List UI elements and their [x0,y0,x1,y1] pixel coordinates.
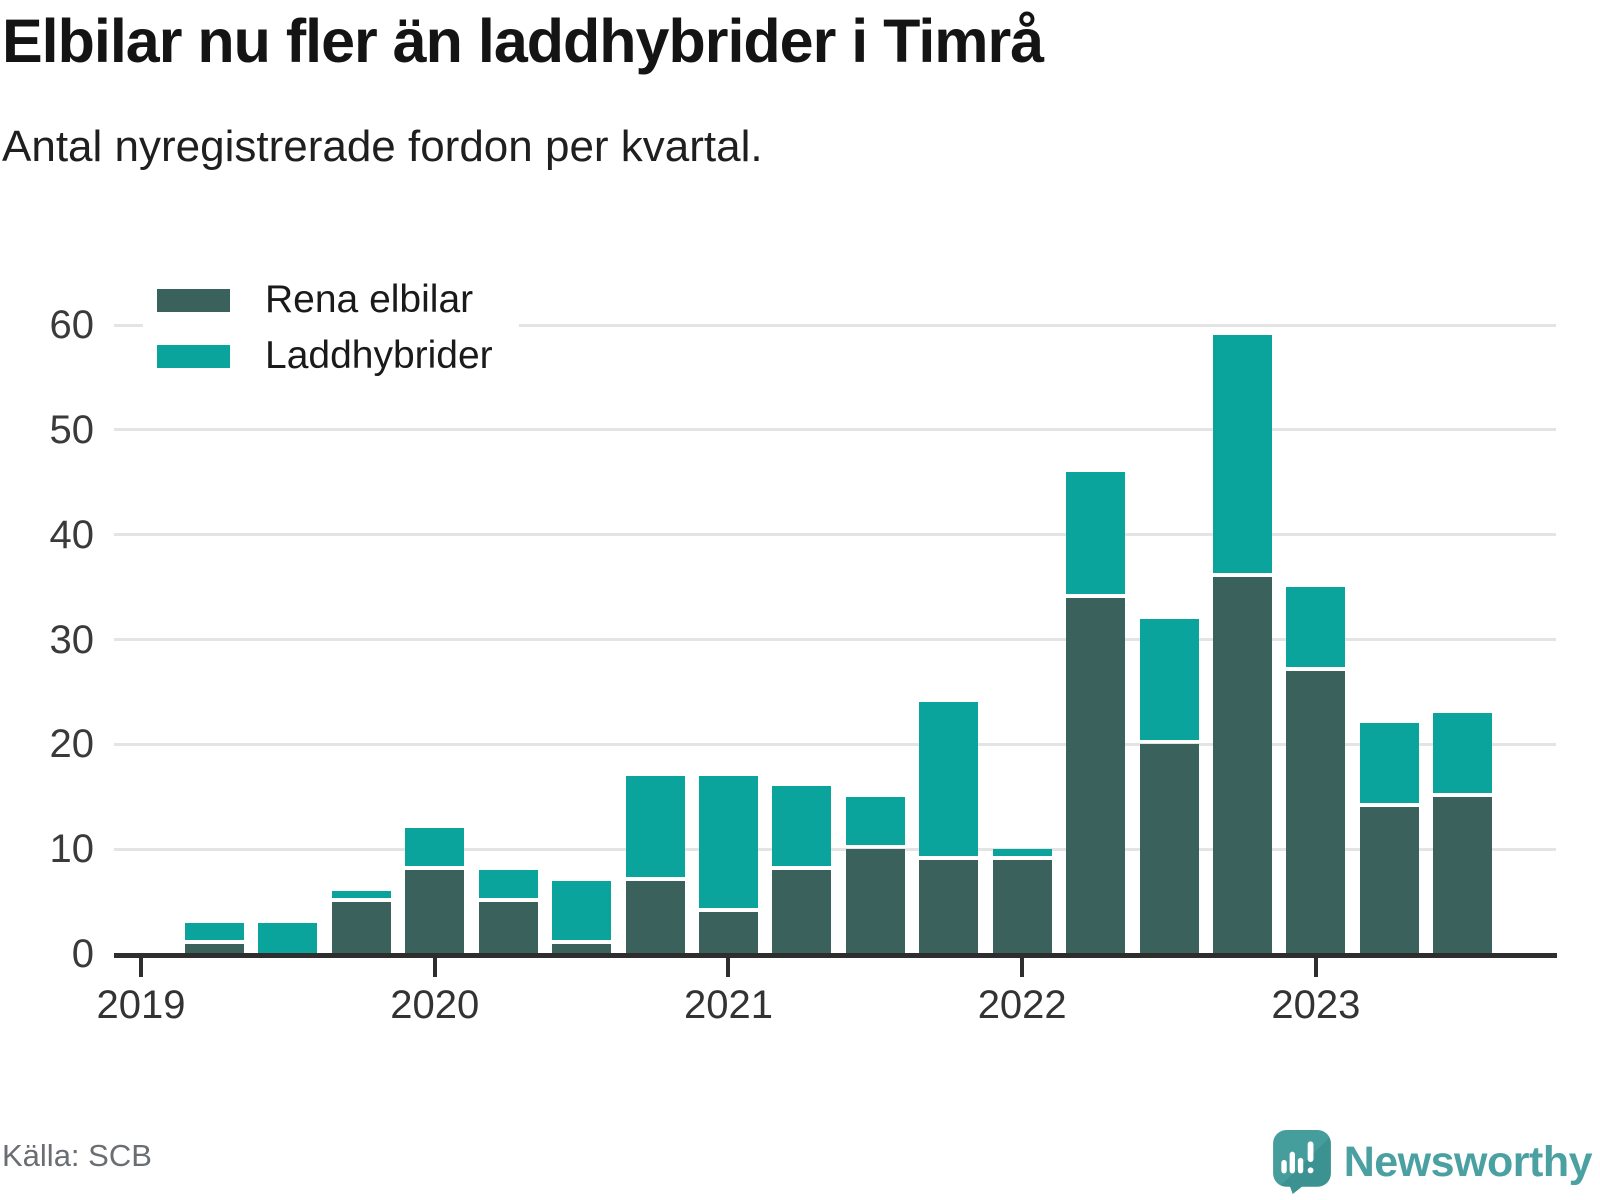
legend-swatch-laddhybrider [157,344,230,368]
bar-segment-elbilar [625,880,685,954]
bar-segment-laddhybrider [552,880,612,940]
bar-segment-elbilar [1433,796,1493,954]
y-axis-label: 40 [49,512,95,557]
x-axis-tick [139,958,143,977]
bar-segment-laddhybrider [625,775,685,877]
gridline [114,323,1556,327]
x-axis-label: 2021 [683,983,773,1027]
legend: Rena elbilar Laddhybrider [143,266,519,392]
bar-segment-laddhybrider [184,922,244,940]
gridline [114,533,1556,537]
x-axis-label: 2019 [96,983,186,1027]
bar-segment-laddhybrider [258,922,318,954]
bar-segment-elbilar [845,849,905,954]
legend-label-laddhybrider: Laddhybrider [265,334,493,377]
gridline [114,638,1556,641]
bar-segment-elbilar [992,859,1052,954]
bar-segment-laddhybrider [1359,723,1419,804]
newsworthy-bubble-chart-icon [1272,1130,1331,1194]
bar-segment-elbilar [772,870,832,954]
gridline [114,428,1556,432]
bar-segment-elbilar [405,870,465,954]
bar-segment-laddhybrider [405,828,465,867]
x-axis-tick [432,958,437,977]
bar-segment-elbilar [698,912,758,954]
bar-segment-laddhybrider [478,870,538,898]
brand-logo: Newsworthy [1272,1130,1593,1194]
x-axis-tick [1313,958,1318,977]
bar-segment-laddhybrider [992,849,1052,856]
x-axis-tick [726,958,731,977]
x-axis-tick [1020,958,1025,977]
bar-segment-laddhybrider [845,796,905,846]
x-axis-label: 2023 [1271,983,1361,1027]
bar-segment-elbilar [1066,597,1126,954]
bar-segment-laddhybrider [1139,618,1199,741]
y-axis-label: 20 [49,722,95,767]
x-axis-label: 2020 [390,983,480,1027]
gridline [114,847,1556,851]
bar-segment-elbilar [919,859,979,954]
x-axis-label: 2022 [977,983,1067,1027]
bar-segment-elbilar [184,943,244,954]
y-axis-label: 0 [71,932,94,976]
y-axis-label: 10 [49,827,95,872]
bar-segment-laddhybrider [1286,587,1346,667]
legend-item-elbilar: Rena elbilar [157,278,493,322]
y-axis-label: 30 [49,617,95,662]
bar-segment-laddhybrider [698,775,758,909]
legend-label-elbilar: Rena elbilar [265,278,474,321]
y-axis-label: 60 [49,303,95,347]
chart-subtitle: Antal nyregistrerade fordon per kvartal. [2,122,763,171]
bar-segment-elbilar [1359,807,1419,954]
x-axis-line [114,953,1557,958]
bar-segment-laddhybrider [1066,471,1126,594]
bar-segment-laddhybrider [1212,335,1272,573]
bar-segment-elbilar [552,943,612,954]
chart-title: Elbilar nu fler än laddhybrider i Timrå [2,7,1044,75]
y-axis-label: 50 [49,407,95,452]
bar-segment-elbilar [1212,576,1272,954]
bar-segment-elbilar [1286,670,1346,954]
bar-segment-laddhybrider [772,786,832,867]
bar-segment-elbilar [1139,744,1199,954]
bar-segment-laddhybrider [331,891,391,898]
brand-wordmark: Newsworthy [1343,1137,1593,1186]
bar-segment-elbilar [478,901,538,954]
source-text: Källa: SCB [2,1138,152,1173]
bar-segment-elbilar [331,901,391,954]
bar-segment-laddhybrider [1433,712,1493,793]
legend-item-laddhybrider: Laddhybrider [157,334,493,378]
gridline [114,742,1556,746]
bar-segment-laddhybrider [919,702,979,856]
legend-swatch-elbilar [157,288,230,312]
